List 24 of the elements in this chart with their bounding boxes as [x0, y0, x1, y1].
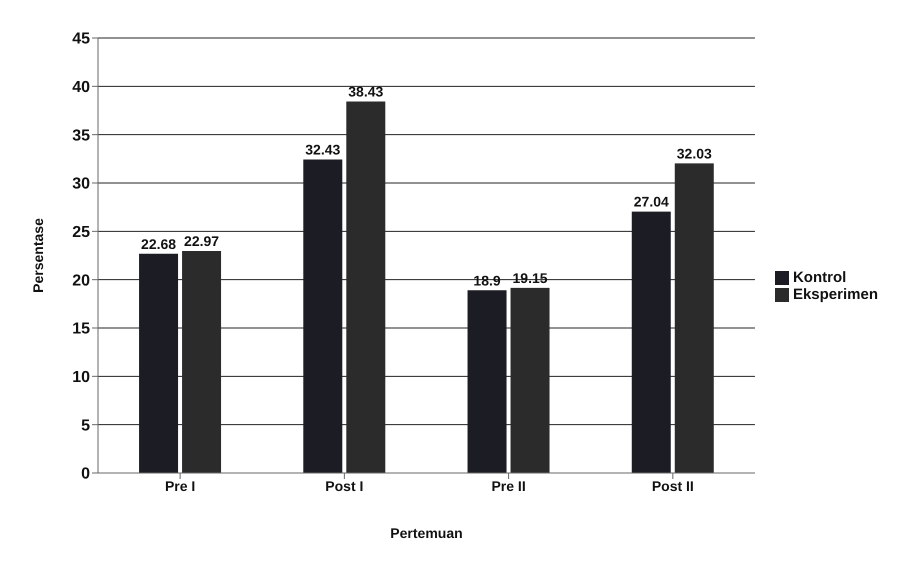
- y-tick-label: 0: [81, 466, 90, 483]
- y-tick-label: 30: [72, 176, 90, 193]
- y-tick-label: 25: [72, 224, 90, 242]
- y-tick-label: 15: [72, 320, 90, 338]
- x-tick-label: Pre II: [491, 478, 526, 494]
- x-axis-title: Pertemuan: [390, 525, 463, 541]
- data-label: 22.68: [141, 236, 176, 252]
- y-tick-label: 35: [72, 127, 90, 144]
- x-tick-label: Post II: [652, 478, 694, 494]
- y-tick-label: 5: [81, 417, 90, 434]
- y-tick-label: 45: [72, 30, 90, 48]
- data-label: 32.43: [305, 142, 341, 158]
- data-label: 22.97: [184, 232, 220, 249]
- legend-label: Eksperimen: [792, 286, 878, 302]
- data-label: 27.04: [634, 194, 669, 210]
- y-tick-label: 40: [72, 79, 90, 96]
- legend-label: Kontrol: [792, 268, 846, 286]
- data-label: 38.43: [348, 84, 384, 100]
- x-tick-label: Post I: [325, 478, 364, 494]
- y-tick-label: 20: [72, 272, 90, 290]
- y-axis-title: Persentase: [30, 218, 46, 293]
- x-tick-label: Pre I: [164, 478, 196, 494]
- data-label: 32.03: [676, 145, 712, 162]
- y-tick-label: 10: [72, 369, 90, 386]
